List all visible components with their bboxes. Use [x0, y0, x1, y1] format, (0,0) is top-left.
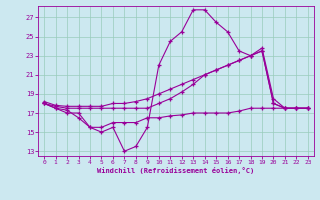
X-axis label: Windchill (Refroidissement éolien,°C): Windchill (Refroidissement éolien,°C) [97, 167, 255, 174]
